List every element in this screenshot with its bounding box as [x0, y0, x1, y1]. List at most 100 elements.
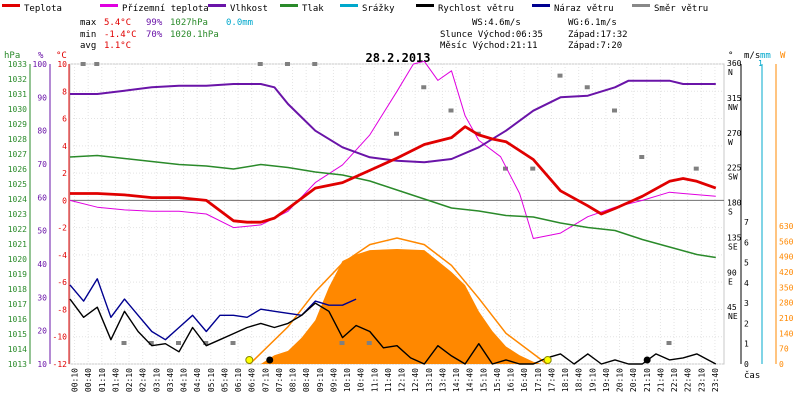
dir-tick-deg: 180 — [727, 199, 742, 208]
time-tick-label: 13:40 — [438, 368, 447, 392]
wind-direction-point — [530, 166, 536, 171]
hpa-tick-label: 1022 — [8, 225, 27, 234]
time-tick-label: 10:40 — [357, 368, 366, 392]
pct-tick-label: 20 — [37, 327, 47, 336]
time-tick-label: 11:40 — [384, 368, 393, 392]
wind-direction-point — [366, 341, 372, 345]
w-tick-label: 490 — [779, 253, 794, 262]
stat-max-temp: 5.4°C — [104, 18, 131, 28]
wind-direction-point — [503, 166, 508, 171]
time-tick-label: 09:40 — [329, 368, 338, 392]
legend-swatch-smer — [632, 4, 650, 7]
series-tlak — [69, 154, 716, 259]
dir-tick-label: SW — [728, 173, 738, 182]
ms-tick-label: 7 — [744, 218, 749, 227]
hpa-tick-label: 1015 — [8, 330, 27, 339]
wind-direction-point — [557, 73, 563, 78]
stat-ws: WS:4.6m/s — [472, 18, 521, 28]
ms-tick-label: 0 — [744, 360, 749, 369]
w-tick-label: 280 — [779, 299, 794, 308]
wind-direction-point — [693, 166, 699, 171]
pct-tick-label: 10 — [37, 360, 47, 369]
pct-tick-label: 60 — [37, 193, 47, 202]
stat-wg: WG:6.1m/s — [568, 18, 617, 28]
w-tick-label: 350 — [779, 283, 794, 292]
time-tick-label: 16:10 — [507, 368, 516, 392]
c-tick-label: 6 — [62, 115, 67, 124]
time-tick-label: 08:10 — [289, 368, 298, 392]
time-tick-label: 09:10 — [316, 368, 325, 392]
time-tick-label: 05:40 — [220, 368, 229, 392]
stat-avg-label: avg — [80, 41, 96, 51]
dir-tick-deg: 135 — [727, 233, 742, 242]
c-tick-label: -2 — [57, 224, 67, 233]
stats: max 5.4°C 99% 1027hPa 0.0mm min -1.4°C 7… — [80, 18, 628, 51]
series-vlhkost — [70, 79, 716, 164]
time-axis: 00:10 00:40 01:10 01:40 02:10 02:40 03:10 03:40… — [71, 368, 720, 392]
wind-direction-point — [612, 108, 617, 113]
wind-direction-point — [230, 341, 236, 345]
legend-teplota: Teplota — [24, 4, 62, 14]
dir-tick-deg: 270 — [727, 129, 742, 138]
time-tick-label: 15:10 — [479, 368, 488, 392]
wind-direction-point — [285, 62, 290, 66]
dir-tick-label: N — [728, 68, 733, 77]
time-tick-label: 12:40 — [411, 368, 420, 392]
dir-tick-label: NW — [728, 103, 738, 112]
time-tick-label: 18:40 — [575, 368, 584, 392]
wind-direction-point — [339, 341, 345, 345]
wind-direction-point — [312, 62, 318, 66]
time-tick-label: 07:40 — [275, 368, 284, 392]
hpa-tick-label: 1014 — [8, 345, 27, 354]
time-tick-label: 23:40 — [711, 368, 720, 392]
stat-max-hum: 99% — [146, 18, 163, 28]
c-tick-label: 2 — [62, 169, 67, 178]
unit-w: W — [780, 51, 786, 61]
wind-direction-point — [148, 341, 154, 345]
c-tick-label: -12 — [53, 360, 68, 369]
pct-tick-label: 50 — [37, 227, 47, 236]
stat-max-press: 1027hPa — [170, 18, 208, 28]
ms-tick-label: 1 — [744, 340, 749, 349]
w-tick-label: 70 — [779, 345, 789, 354]
ms-tick-label: 4 — [744, 279, 749, 288]
w-tick-label: 140 — [779, 329, 794, 338]
legend-swatch-vlhkost — [208, 4, 226, 7]
time-tick-label: 00:10 — [71, 368, 80, 392]
hpa-tick-label: 1017 — [8, 300, 27, 309]
time-tick-label: 03:10 — [152, 368, 161, 392]
c-tick-label: -4 — [57, 251, 67, 260]
stat-sun-set: Západ:17:32 — [568, 30, 628, 40]
time-tick-label: 03:40 — [166, 368, 175, 392]
wind-direction-point — [394, 131, 399, 136]
hpa-tick-label: 1024 — [8, 195, 27, 204]
time-tick-label: 07:10 — [261, 368, 270, 392]
stat-min-press: 1020.1hPa — [170, 30, 219, 40]
c-tick-label: -6 — [57, 278, 67, 287]
c-tick-label: 8 — [62, 87, 67, 96]
series-solar-radiation — [260, 249, 542, 364]
series-rychlost-v-tru — [69, 298, 717, 365]
wind-direction-point — [94, 62, 100, 66]
ms-tick-label: 5 — [744, 259, 749, 268]
ms-tick-label: 2 — [744, 319, 749, 328]
series-solar-max — [249, 237, 548, 365]
time-tick-label: 20:10 — [616, 368, 625, 392]
legend-swatch-tlak — [280, 4, 298, 7]
stat-min-label: min — [80, 30, 96, 40]
stat-max-label: max — [80, 18, 97, 28]
stat-moon-set: Západ:7:20 — [568, 41, 622, 51]
time-tick-label: 02:40 — [139, 368, 148, 392]
dir-tick-label: S — [728, 208, 733, 217]
w-tick-label: 0 — [779, 360, 784, 369]
wind-direction-point — [121, 341, 127, 345]
hpa-tick-label: 1029 — [8, 120, 27, 129]
time-tick-label: 21:10 — [643, 368, 652, 392]
hpa-tick-label: 1018 — [8, 285, 27, 294]
unit-pct: % — [38, 51, 44, 61]
time-tick-label: 01:10 — [98, 368, 107, 392]
legend-swatch-rychlost — [416, 4, 434, 7]
time-tick-label: 01:40 — [111, 368, 120, 392]
